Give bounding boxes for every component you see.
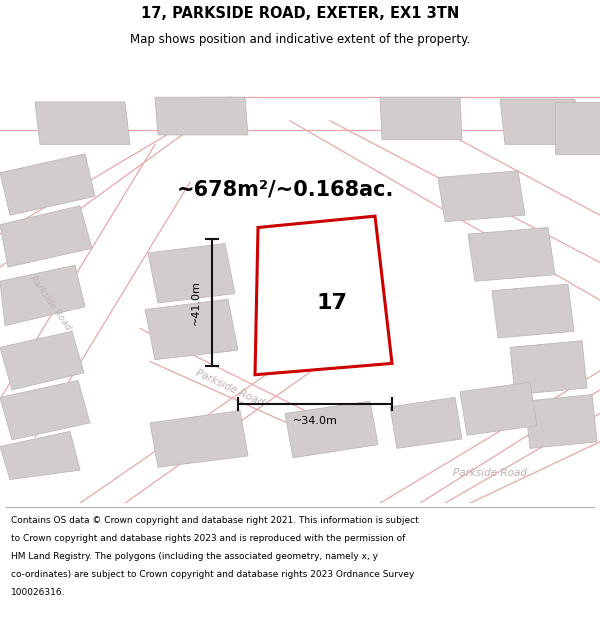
- Text: HM Land Registry. The polygons (including the associated geometry, namely x, y: HM Land Registry. The polygons (includin…: [11, 552, 378, 561]
- Text: Map shows position and indicative extent of the property.: Map shows position and indicative extent…: [130, 32, 470, 46]
- Polygon shape: [510, 341, 587, 394]
- Text: Parkside Road: Parkside Road: [453, 468, 527, 478]
- Polygon shape: [555, 102, 600, 154]
- Polygon shape: [0, 265, 85, 326]
- Polygon shape: [35, 102, 130, 144]
- Text: ~41.0m: ~41.0m: [191, 280, 201, 325]
- Polygon shape: [0, 331, 84, 390]
- Text: to Crown copyright and database rights 2023 and is reproduced with the permissio: to Crown copyright and database rights 2…: [11, 534, 405, 543]
- Polygon shape: [285, 401, 378, 458]
- Polygon shape: [0, 431, 80, 479]
- Text: 17: 17: [317, 293, 347, 313]
- Polygon shape: [0, 381, 90, 440]
- Polygon shape: [438, 171, 525, 222]
- Text: ~34.0m: ~34.0m: [293, 416, 337, 426]
- Polygon shape: [145, 299, 238, 359]
- Polygon shape: [500, 99, 580, 144]
- Text: Contains OS data © Crown copyright and database right 2021. This information is : Contains OS data © Crown copyright and d…: [11, 516, 419, 525]
- Polygon shape: [468, 228, 555, 281]
- Text: Parkside Road: Parkside Road: [194, 368, 266, 408]
- Polygon shape: [0, 154, 95, 215]
- Text: 100026316.: 100026316.: [11, 588, 65, 597]
- Polygon shape: [255, 216, 392, 375]
- Text: Parkside Road: Parkside Road: [28, 274, 72, 332]
- Polygon shape: [150, 411, 248, 468]
- Polygon shape: [148, 244, 235, 303]
- Text: co-ordinates) are subject to Crown copyright and database rights 2023 Ordnance S: co-ordinates) are subject to Crown copyr…: [11, 570, 414, 579]
- Polygon shape: [525, 394, 597, 448]
- Polygon shape: [380, 98, 462, 139]
- Polygon shape: [155, 98, 248, 135]
- Text: 17, PARKSIDE ROAD, EXETER, EX1 3TN: 17, PARKSIDE ROAD, EXETER, EX1 3TN: [141, 6, 459, 21]
- Polygon shape: [460, 382, 537, 435]
- Text: ~678m²/~0.168ac.: ~678m²/~0.168ac.: [176, 180, 394, 200]
- Polygon shape: [390, 398, 462, 448]
- Polygon shape: [492, 284, 574, 338]
- Polygon shape: [0, 206, 92, 267]
